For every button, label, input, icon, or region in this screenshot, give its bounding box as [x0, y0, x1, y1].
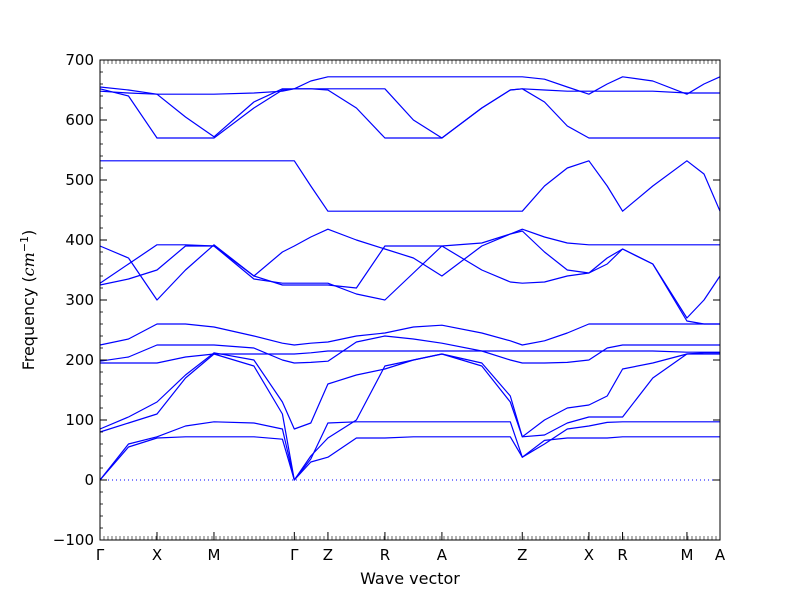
band-line-9	[99, 230, 720, 325]
band-line-12	[99, 88, 720, 139]
x-tick-label: Γ	[96, 546, 105, 564]
plot-frame	[99, 59, 721, 541]
band-line-11	[100, 160, 721, 212]
y-tick-label: 400	[65, 231, 94, 249]
band-line-6	[99, 335, 720, 364]
x-tick-label: M	[207, 546, 220, 564]
band-line-3	[99, 353, 720, 481]
band-line-7	[99, 323, 720, 346]
y-tick-label: 300	[65, 291, 94, 309]
y-axis-label-suffix: )	[19, 230, 38, 236]
x-axis-label: Wave vector	[360, 569, 460, 588]
y-tick-label: 0	[84, 471, 94, 489]
band-line-10	[99, 228, 720, 284]
y-axis-label-unit: cm	[19, 252, 38, 276]
y-tick-label: 700	[65, 51, 94, 69]
series-layer	[99, 76, 721, 481]
band-line-4	[99, 352, 720, 438]
y-axis-label: Frequency (cm−1)	[18, 230, 38, 371]
x-tick-label: A	[715, 546, 726, 564]
y-tick-label: 200	[65, 351, 94, 369]
x-tick-label: M	[680, 546, 693, 564]
y-axis-label-exp: −1	[18, 236, 31, 252]
y-axis-label-prefix: Frequency (	[19, 276, 38, 370]
band-line-5	[100, 350, 720, 364]
x-tick-label: Z	[517, 546, 527, 564]
x-tick-label: X	[584, 546, 594, 564]
band-line-1	[99, 436, 720, 481]
y-axis: −100 0 100 200 300 400 500 600 700	[53, 51, 720, 549]
band-line-14	[99, 76, 721, 138]
x-tick-label: R	[380, 546, 390, 564]
x-tick-label: X	[152, 546, 162, 564]
y-tick-label: −100	[53, 531, 94, 549]
x-tick-label: Γ	[290, 546, 299, 564]
x-tick-label: A	[437, 546, 448, 564]
x-tick-label: Z	[323, 546, 333, 564]
band-line-13	[99, 88, 720, 139]
y-tick-label: 100	[65, 411, 94, 429]
y-tick-label: 500	[65, 171, 94, 189]
y-tick-label: 600	[65, 111, 94, 129]
x-tick-label: R	[617, 546, 627, 564]
band-line-2	[99, 421, 720, 481]
